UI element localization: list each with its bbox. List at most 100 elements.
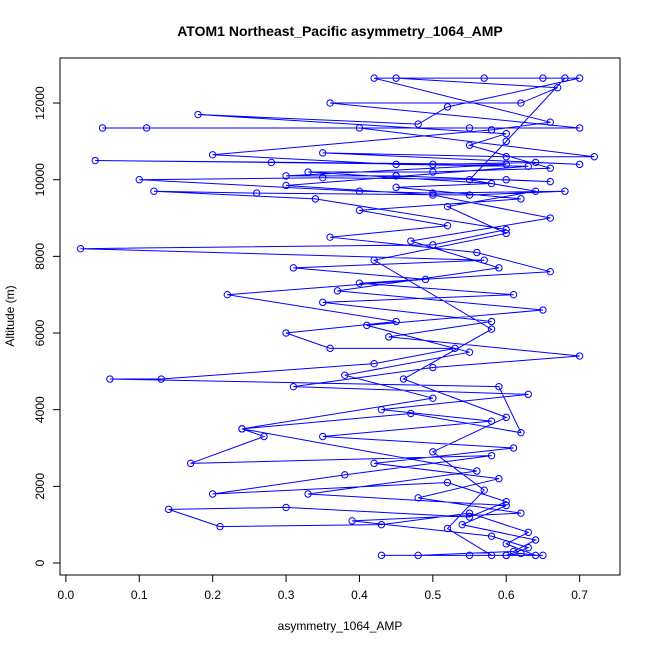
data-point <box>495 264 503 272</box>
data-point <box>517 195 525 203</box>
data-point <box>590 153 599 161</box>
data-point <box>546 164 554 172</box>
data-point <box>252 189 261 197</box>
data-point <box>429 363 437 372</box>
data-point <box>502 153 510 161</box>
data-point <box>524 390 532 399</box>
plot-frame <box>59 57 621 576</box>
data-point <box>517 428 525 437</box>
data-point <box>524 528 532 537</box>
data-point <box>546 267 554 276</box>
data-point <box>487 417 496 425</box>
data-point <box>465 551 474 560</box>
data-point <box>443 478 452 487</box>
data-point <box>553 84 562 92</box>
data-point <box>443 103 452 111</box>
data-point <box>575 74 584 82</box>
data-point <box>546 214 554 222</box>
data-point <box>502 497 510 506</box>
data-point <box>363 321 371 330</box>
data-point <box>289 382 298 391</box>
y-tick-label: 6000 <box>33 319 47 346</box>
data-point <box>91 156 99 165</box>
data-point <box>575 160 584 169</box>
data-point <box>142 124 151 132</box>
data-point <box>399 375 408 383</box>
data-point <box>502 175 510 184</box>
data-point <box>539 306 547 314</box>
data-point <box>355 206 364 215</box>
data-point <box>443 524 452 533</box>
data-point <box>524 543 532 552</box>
data-point <box>502 160 510 169</box>
data-point <box>429 160 437 169</box>
data-point <box>282 172 290 180</box>
x-axis-label: asymmetry_1064_AMP <box>278 619 403 633</box>
data-point <box>282 181 290 190</box>
data-point <box>355 279 364 287</box>
data-point <box>319 432 327 441</box>
y-tick-label: 8000 <box>33 243 47 270</box>
data-point <box>385 333 393 341</box>
x-tick-label: 0.1 <box>131 588 148 602</box>
data-point <box>429 168 437 176</box>
data-point <box>98 124 107 132</box>
data-point <box>106 375 114 383</box>
data-point <box>443 221 452 230</box>
data-point <box>429 448 437 456</box>
data-point <box>531 536 540 544</box>
data-point <box>355 124 364 132</box>
data-point <box>502 413 510 422</box>
data-point <box>414 551 422 560</box>
y-tick-label: 2000 <box>33 473 47 500</box>
y-axis-label: Altitude (m) <box>3 285 17 346</box>
x-tick-label: 0.2 <box>204 588 221 602</box>
data-point <box>465 175 474 184</box>
data-point <box>487 317 496 326</box>
data-point <box>575 124 584 132</box>
data-point <box>377 551 386 560</box>
data-point <box>487 551 496 560</box>
data-point <box>407 237 415 245</box>
data-point <box>377 405 386 414</box>
data-point <box>326 99 334 107</box>
data-point <box>429 189 437 197</box>
data-point <box>216 522 224 531</box>
data-point <box>458 520 466 529</box>
data-point <box>487 532 496 540</box>
data-point <box>370 359 378 368</box>
x-tick-label: 0.7 <box>571 588 588 602</box>
data-point <box>392 317 400 326</box>
data-point <box>208 151 217 159</box>
data-point <box>465 509 474 517</box>
data-point <box>164 505 173 514</box>
data-point <box>370 459 378 468</box>
data-point <box>407 409 415 418</box>
data-point <box>135 175 143 184</box>
data-point <box>289 264 298 272</box>
data-point <box>392 160 400 169</box>
data-point <box>311 195 320 203</box>
data-point <box>509 444 518 452</box>
data-point <box>487 126 496 134</box>
data-point <box>326 233 334 241</box>
data-point <box>531 158 540 167</box>
data-point <box>561 74 569 82</box>
data-point <box>502 540 510 548</box>
data-point <box>260 432 268 441</box>
x-tick-label: 0.4 <box>351 588 368 602</box>
x-tick-label: 0.5 <box>425 588 442 602</box>
data-point <box>421 275 430 284</box>
data-point <box>355 187 364 195</box>
data-line <box>80 77 595 556</box>
data-point <box>502 551 510 560</box>
y-tick-label: 10000 <box>33 163 47 197</box>
data-point <box>443 202 452 211</box>
data-point <box>392 183 400 192</box>
data-point <box>319 298 327 307</box>
data-point <box>517 99 525 107</box>
data-point <box>370 74 378 82</box>
data-point <box>502 130 510 138</box>
data-point <box>465 348 474 356</box>
